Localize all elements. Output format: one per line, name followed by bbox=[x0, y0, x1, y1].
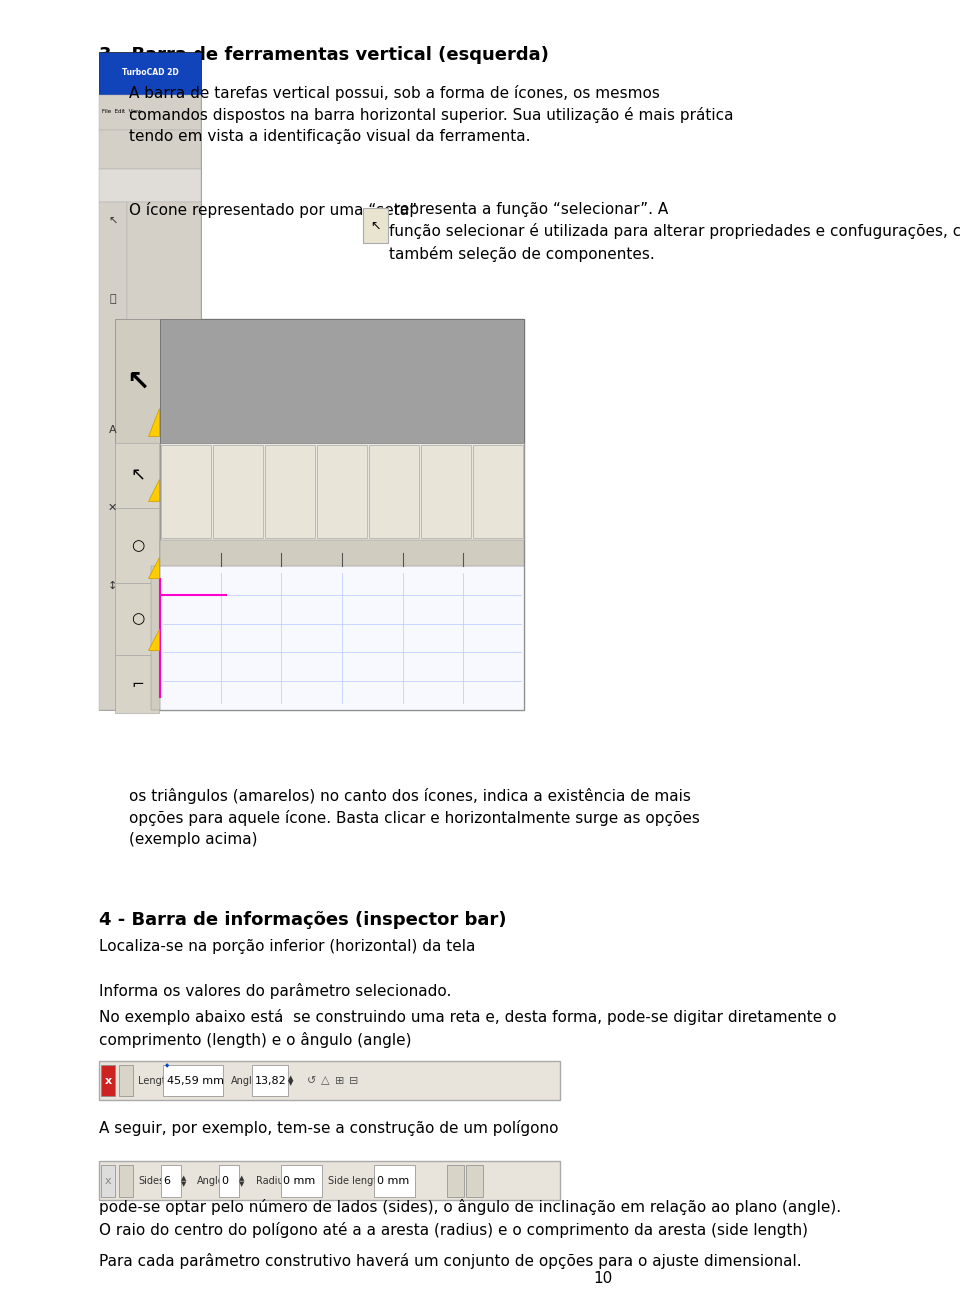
FancyBboxPatch shape bbox=[317, 445, 367, 538]
Text: ↺: ↺ bbox=[306, 1075, 316, 1086]
FancyBboxPatch shape bbox=[101, 1165, 115, 1197]
FancyBboxPatch shape bbox=[115, 319, 160, 710]
Text: 0 mm: 0 mm bbox=[283, 1176, 316, 1186]
FancyBboxPatch shape bbox=[115, 583, 158, 655]
Text: △: △ bbox=[321, 1075, 329, 1086]
Text: ↖: ↖ bbox=[370, 220, 380, 232]
Text: os triângulos (amarelos) no canto dos ícones, indica a existência de mais
opções: os triângulos (amarelos) no canto dos íc… bbox=[129, 788, 700, 848]
Text: 3 - Barra de ferramentas vertical (esquerda): 3 - Barra de ferramentas vertical (esque… bbox=[99, 46, 549, 64]
Text: No exemplo abaixo está  se construindo uma reta e, desta forma, pode-se digitar : No exemplo abaixo está se construindo um… bbox=[99, 1009, 836, 1048]
Text: 0: 0 bbox=[222, 1176, 228, 1186]
FancyBboxPatch shape bbox=[160, 540, 524, 566]
Text: ↖: ↖ bbox=[131, 466, 145, 484]
FancyBboxPatch shape bbox=[160, 566, 524, 710]
FancyBboxPatch shape bbox=[119, 1165, 133, 1197]
FancyBboxPatch shape bbox=[447, 1165, 464, 1197]
Text: 13,82: 13,82 bbox=[254, 1075, 286, 1086]
Text: representa a função “selecionar”. A
função selecionar é utilizada para alterar p: representa a função “selecionar”. A funç… bbox=[389, 202, 960, 262]
FancyBboxPatch shape bbox=[160, 443, 524, 540]
FancyBboxPatch shape bbox=[127, 202, 201, 710]
Polygon shape bbox=[148, 629, 158, 650]
FancyBboxPatch shape bbox=[163, 1065, 223, 1096]
FancyBboxPatch shape bbox=[99, 1161, 561, 1200]
Text: Length: Length bbox=[138, 1075, 172, 1086]
Text: Radius: Radius bbox=[255, 1176, 289, 1186]
Text: 45,59 mm: 45,59 mm bbox=[167, 1075, 224, 1086]
Text: ▲
▼: ▲ ▼ bbox=[180, 1176, 186, 1186]
FancyBboxPatch shape bbox=[219, 1165, 239, 1197]
Text: Localiza-se na porção inferior (horizontal) da tela: Localiza-se na porção inferior (horizont… bbox=[99, 939, 475, 954]
FancyBboxPatch shape bbox=[99, 202, 127, 710]
FancyBboxPatch shape bbox=[115, 319, 524, 710]
Text: File  Edit  View: File Edit View bbox=[102, 109, 142, 115]
FancyBboxPatch shape bbox=[265, 445, 315, 538]
FancyBboxPatch shape bbox=[99, 95, 201, 130]
Text: Angle: Angle bbox=[197, 1176, 225, 1186]
Text: 6: 6 bbox=[163, 1176, 170, 1186]
Text: Side length: Side length bbox=[328, 1176, 384, 1186]
FancyBboxPatch shape bbox=[101, 1065, 115, 1096]
FancyBboxPatch shape bbox=[151, 566, 160, 710]
Text: 4 - Barra de informações (inspector bar): 4 - Barra de informações (inspector bar) bbox=[99, 911, 506, 930]
Text: Sides: Sides bbox=[138, 1176, 164, 1186]
FancyBboxPatch shape bbox=[115, 443, 158, 508]
Text: ○: ○ bbox=[132, 612, 144, 626]
FancyBboxPatch shape bbox=[115, 508, 158, 583]
Text: ⤡: ⤡ bbox=[109, 294, 116, 305]
FancyBboxPatch shape bbox=[369, 445, 419, 538]
Polygon shape bbox=[148, 408, 158, 436]
FancyBboxPatch shape bbox=[99, 130, 201, 169]
Text: x: x bbox=[105, 1075, 111, 1086]
Text: A seguir, por exemplo, tem-se a construção de um polígono: A seguir, por exemplo, tem-se a construç… bbox=[99, 1120, 559, 1135]
FancyBboxPatch shape bbox=[99, 52, 201, 95]
FancyBboxPatch shape bbox=[281, 1165, 322, 1197]
FancyBboxPatch shape bbox=[99, 52, 201, 710]
FancyBboxPatch shape bbox=[161, 445, 211, 538]
Text: pode-se optar pelo número de lados (sides), o ângulo de inclinação em relação ao: pode-se optar pelo número de lados (side… bbox=[99, 1199, 841, 1238]
Text: O ícone representado por uma “seta”: O ícone representado por uma “seta” bbox=[129, 202, 417, 217]
Text: Para cada parâmetro construtivo haverá um conjunto de opções para o ajuste dimen: Para cada parâmetro construtivo haverá u… bbox=[99, 1253, 802, 1268]
FancyBboxPatch shape bbox=[115, 655, 158, 713]
Text: ▲
▼: ▲ ▼ bbox=[239, 1176, 244, 1186]
Text: ▲
▼: ▲ ▼ bbox=[288, 1075, 294, 1086]
Text: Informa os valores do parâmetro selecionado.: Informa os valores do parâmetro selecion… bbox=[99, 983, 451, 999]
Text: ⊞: ⊞ bbox=[335, 1075, 345, 1086]
Text: A barra de tarefas vertical possui, sob a forma de ícones, os mesmos
comandos di: A barra de tarefas vertical possui, sob … bbox=[129, 85, 733, 145]
Polygon shape bbox=[148, 479, 158, 501]
Text: ✕: ✕ bbox=[108, 503, 117, 513]
Text: ⌐: ⌐ bbox=[132, 677, 144, 691]
FancyBboxPatch shape bbox=[160, 319, 524, 443]
Text: ◆: ◆ bbox=[165, 1064, 169, 1069]
FancyBboxPatch shape bbox=[213, 445, 263, 538]
Text: ⊟: ⊟ bbox=[349, 1075, 359, 1086]
FancyBboxPatch shape bbox=[466, 1165, 483, 1197]
Text: Angle: Angle bbox=[230, 1075, 258, 1086]
FancyBboxPatch shape bbox=[161, 1165, 180, 1197]
Text: ↖: ↖ bbox=[108, 216, 117, 227]
FancyBboxPatch shape bbox=[119, 1065, 133, 1096]
Polygon shape bbox=[148, 557, 158, 578]
FancyBboxPatch shape bbox=[99, 169, 201, 202]
Text: A: A bbox=[108, 424, 116, 435]
FancyBboxPatch shape bbox=[363, 208, 388, 243]
Text: ↕: ↕ bbox=[108, 581, 117, 591]
FancyBboxPatch shape bbox=[472, 445, 522, 538]
FancyBboxPatch shape bbox=[420, 445, 470, 538]
FancyBboxPatch shape bbox=[374, 1165, 416, 1197]
Text: 10: 10 bbox=[594, 1271, 613, 1286]
Text: TurboCAD 2D: TurboCAD 2D bbox=[122, 69, 179, 77]
FancyBboxPatch shape bbox=[99, 1061, 561, 1100]
Text: x: x bbox=[105, 1176, 111, 1186]
Text: ○: ○ bbox=[132, 538, 144, 553]
FancyBboxPatch shape bbox=[252, 1065, 288, 1096]
Text: ↖: ↖ bbox=[126, 367, 150, 396]
Text: 0 mm: 0 mm bbox=[377, 1176, 409, 1186]
